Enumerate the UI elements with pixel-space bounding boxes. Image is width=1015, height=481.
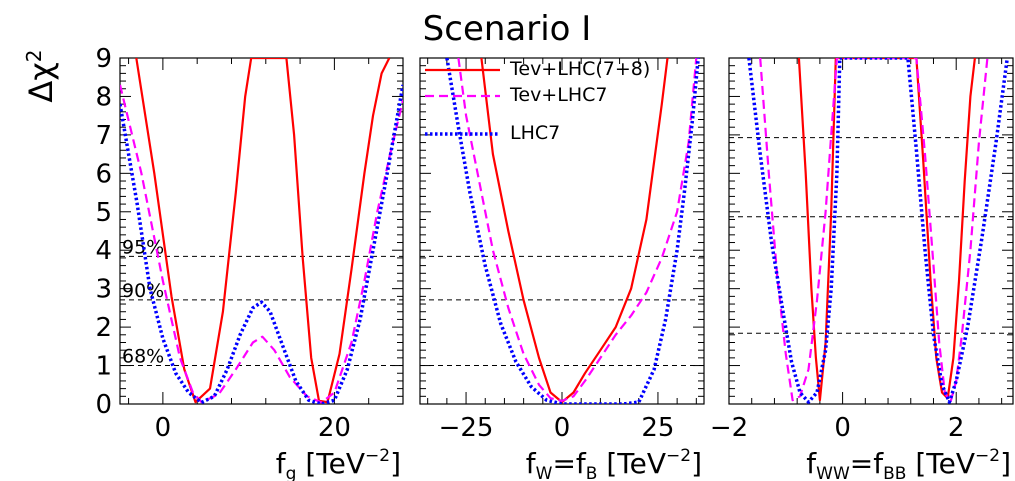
legend: Tev+LHC(7+8) Tev+LHC7 LHC7 xyxy=(425,58,650,144)
x-axis-label-rest: [TeV xyxy=(906,447,975,480)
series-group xyxy=(445,58,700,404)
series-line-tev-lhc7 xyxy=(759,58,989,404)
x-axis-label-sub: W xyxy=(536,464,553,481)
x-tick-label: −2 xyxy=(710,413,748,443)
series-group xyxy=(120,58,403,404)
x-axis-label-close: ] xyxy=(390,447,401,480)
x-axis-label: fW=fB [TeV−2] xyxy=(526,446,702,481)
x-axis-label-sup: −2 xyxy=(365,446,390,466)
x-axis-label-close: ] xyxy=(691,447,702,480)
x-axis-label-main: f xyxy=(806,447,817,480)
x-tick-label: 20 xyxy=(318,413,351,443)
y-tick-label: 6 xyxy=(95,159,112,189)
series-line-tev-lhc-7-8- xyxy=(797,58,976,402)
y-tick-label: 0 xyxy=(95,390,112,420)
series-line-tev-lhc7 xyxy=(457,58,698,402)
y-axis-label: Δχ2 xyxy=(22,49,60,102)
x-tick-label: 2 xyxy=(948,413,965,443)
y-tick-label: 8 xyxy=(95,82,112,112)
x-axis-label-sub2: B xyxy=(586,464,598,481)
x-tick-label: 0 xyxy=(155,413,172,443)
y-tick-label: 3 xyxy=(95,275,112,305)
legend-label: Tev+LHC(7+8) xyxy=(509,58,650,80)
x-tick-label: −25 xyxy=(439,413,494,443)
x-axis-label-main: f xyxy=(526,447,537,480)
legend-label: LHC7 xyxy=(510,122,560,144)
x-axis-label-mid: =f xyxy=(552,447,586,480)
x-axis-label-mid: =f xyxy=(850,447,884,480)
x-axis-label: fg [TeV−2] xyxy=(276,446,401,481)
y-tick-label: 9 xyxy=(95,44,112,74)
reference-line-label: 68% xyxy=(122,346,164,368)
series-line-tev-lhc7 xyxy=(120,84,403,404)
y-tick-label: 1 xyxy=(95,352,112,382)
series-line-tev-lhc-7-8- xyxy=(480,58,669,404)
x-axis-label-main: f xyxy=(276,447,287,480)
series-line-lhc7 xyxy=(747,58,1010,404)
y-tick-label: 4 xyxy=(95,236,112,266)
x-axis-label-sup: −2 xyxy=(666,446,691,466)
x-tick-label: 0 xyxy=(834,413,851,443)
legend-label: Tev+LHC7 xyxy=(509,84,607,106)
x-axis-label-rest: [TeV xyxy=(296,447,365,480)
y-axis-label-sup: 2 xyxy=(22,49,46,62)
x-axis-label-sub: WW xyxy=(816,464,850,481)
reference-line-label: 90% xyxy=(122,280,164,302)
x-axis-label-sup: −2 xyxy=(975,446,1000,466)
x-axis-label: fWW=fBB [TeV−2] xyxy=(806,446,1011,481)
x-axis-label-sub: g xyxy=(286,464,297,481)
x-tick-label: 0 xyxy=(554,413,571,443)
figure-title: Scenario I xyxy=(423,9,592,49)
y-tick-label: 7 xyxy=(95,121,112,151)
x-axis-label-rest: [TeV xyxy=(597,447,666,480)
series-group xyxy=(747,58,1010,404)
y-tick-label: 2 xyxy=(95,313,112,343)
x-tick-label: 25 xyxy=(641,413,674,443)
x-axis-label-sub2: BB xyxy=(883,464,906,481)
y-axis-label-main: Δχ xyxy=(22,62,60,102)
x-axis-label-close: ] xyxy=(1000,447,1011,480)
series-line-lhc7 xyxy=(120,84,403,404)
series-line-lhc7 xyxy=(445,58,700,404)
y-tick-label: 5 xyxy=(95,198,112,228)
